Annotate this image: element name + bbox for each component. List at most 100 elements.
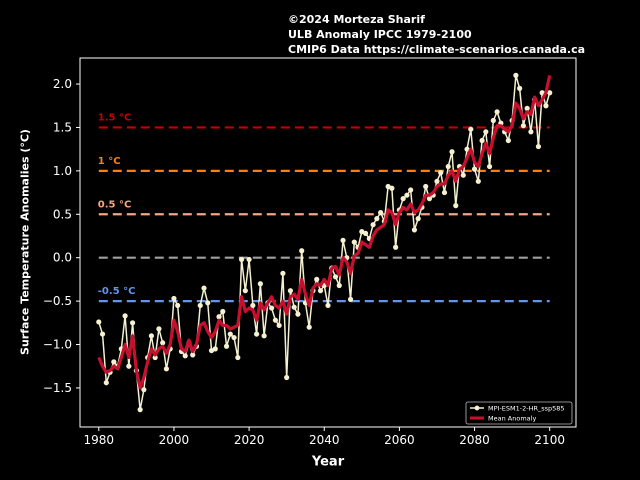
model-data-point xyxy=(411,227,418,233)
model-data-point xyxy=(471,166,478,172)
title-line: ULB Anomaly IPCC 1979-2100 xyxy=(288,28,472,41)
model-data-point xyxy=(479,137,485,144)
model-data-point xyxy=(163,366,170,372)
legend-box xyxy=(465,401,573,425)
reference-line-label: 1.5 °C xyxy=(98,112,132,123)
model-data-point xyxy=(434,178,440,184)
model-data-point xyxy=(156,326,162,332)
model-data-point xyxy=(284,374,290,381)
model-data-point xyxy=(325,302,331,309)
credit-line: ©2024 Morteza Sharif xyxy=(288,13,425,26)
model-data-point xyxy=(314,276,320,282)
reference-line-label: -0.5 °C xyxy=(98,286,136,297)
model-data-point xyxy=(404,192,410,198)
model-data-point xyxy=(415,216,421,222)
model-data-point xyxy=(347,296,354,302)
source-line: CMIP6 Data https://climate-scenarios.can… xyxy=(288,43,586,56)
model-data-point xyxy=(250,302,256,309)
model-data-point xyxy=(468,126,474,132)
model-data-point xyxy=(336,282,342,289)
legend-mean-label: Mean Anomaly xyxy=(488,415,536,423)
model-data-point xyxy=(257,281,263,287)
x-tick-label: 2080 xyxy=(459,433,490,447)
model-data-point xyxy=(254,331,260,337)
model-data-point xyxy=(486,163,493,170)
model-data-point xyxy=(197,302,203,309)
model-data-point xyxy=(227,331,233,337)
model-data-point xyxy=(235,354,241,361)
y-tick-label: 1.0 xyxy=(53,164,72,178)
x-tick-label: 1980 xyxy=(84,433,115,447)
model-data-point xyxy=(306,324,312,330)
y-tick-label: 0.0 xyxy=(53,251,72,265)
model-data-point xyxy=(524,105,530,111)
model-data-point xyxy=(449,149,455,155)
model-data-point xyxy=(299,248,305,254)
model-data-point xyxy=(490,117,496,124)
model-data-point xyxy=(246,256,252,263)
model-data-point xyxy=(160,340,166,346)
legend: MPI-ESM1-2-HR_ssp585 Mean Anomaly xyxy=(465,401,573,425)
model-data-point xyxy=(438,170,444,176)
model-data-point xyxy=(374,216,380,222)
legend-model-marker xyxy=(474,405,480,411)
y-axis-label: Surface Temperature Anomalies (°C) xyxy=(18,129,32,355)
model-data-point xyxy=(535,143,542,150)
model-data-point xyxy=(287,288,294,294)
model-data-point xyxy=(332,274,339,280)
x-axis-label: Year xyxy=(311,454,345,470)
model-data-point xyxy=(137,407,143,413)
x-tick-label: 2040 xyxy=(309,433,340,447)
model-data-point xyxy=(171,295,177,302)
plot-area xyxy=(79,57,577,428)
model-data-point xyxy=(223,343,230,349)
model-data-point xyxy=(351,239,357,245)
model-data-point xyxy=(543,103,549,109)
y-tick-label: 0.5 xyxy=(53,207,72,221)
model-data-point xyxy=(276,322,282,329)
model-data-point xyxy=(505,137,511,144)
model-data-point xyxy=(426,196,433,202)
model-data-point xyxy=(475,178,481,184)
model-data-point xyxy=(130,320,136,326)
model-data-point xyxy=(513,72,519,78)
model-data-point xyxy=(272,317,278,323)
x-tick-label: 2020 xyxy=(234,433,265,447)
model-data-point xyxy=(393,244,399,250)
model-data-point xyxy=(370,222,376,228)
model-data-point xyxy=(231,334,237,341)
series-group xyxy=(96,72,553,413)
model-data-point xyxy=(190,352,196,358)
model-data-point xyxy=(126,363,132,369)
x-tick-label: 2100 xyxy=(534,433,565,447)
model-data-point xyxy=(517,85,523,91)
model-data-point xyxy=(261,333,267,339)
y-tick-label: −0.5 xyxy=(43,294,72,308)
y-tick-label: 1.5 xyxy=(53,120,72,134)
y-tick-label: 2.0 xyxy=(53,77,72,91)
y-tick-label: −1.5 xyxy=(43,381,72,395)
y-axis-ticks: −1.5 −1.0 −0.5 0.0 0.5 1.0 1.5 2.0 xyxy=(43,77,80,395)
model-data-point xyxy=(453,203,459,209)
model-data-point xyxy=(212,346,218,352)
model-data-point xyxy=(148,333,154,339)
model-data-point xyxy=(216,314,222,320)
model-data-point xyxy=(340,237,346,243)
x-tick-label: 2000 xyxy=(159,433,190,447)
model-data-point xyxy=(389,185,395,191)
reference-line-label: 1 °C xyxy=(98,156,121,167)
legend-model-label: MPI-ESM1-2-HR_ssp585 xyxy=(488,405,565,413)
model-data-point xyxy=(291,304,297,310)
model-data-point xyxy=(103,380,109,386)
model-data-point xyxy=(295,311,301,317)
model-data-point xyxy=(494,109,500,115)
model-data-point xyxy=(175,302,181,309)
model-data-point xyxy=(520,123,526,129)
model-data-point xyxy=(99,331,106,337)
model-data-point xyxy=(220,308,226,315)
model-data-point xyxy=(182,353,188,359)
model-data-point xyxy=(460,172,466,178)
model-data-point xyxy=(122,313,128,319)
model-data-point xyxy=(269,305,275,311)
